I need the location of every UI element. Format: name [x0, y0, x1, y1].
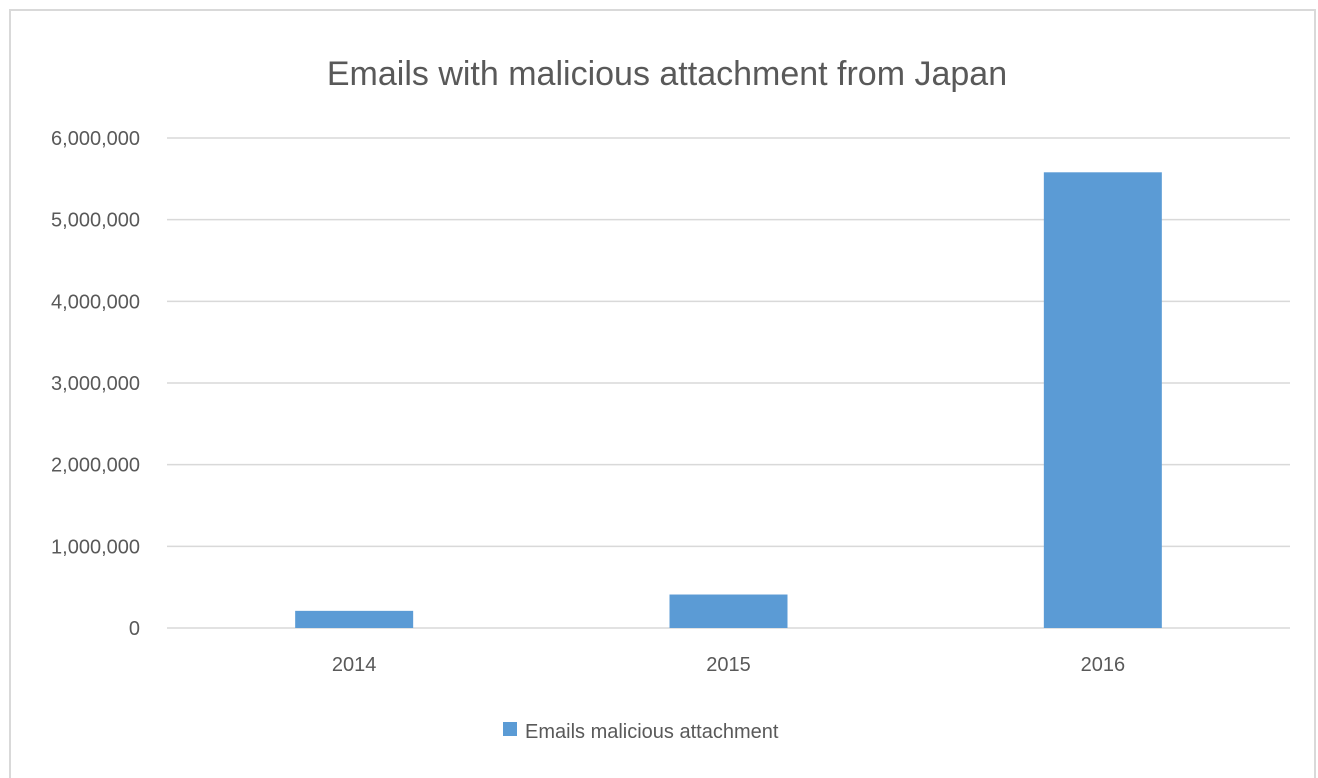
legend: Emails malicious attachment: [503, 721, 779, 743]
legend-label: Emails malicious attachment: [525, 721, 779, 743]
y-tick-label: 5,000,000: [51, 210, 140, 232]
bars: [295, 172, 1162, 629]
bar-2015: [669, 594, 788, 628]
bar-2016: [1043, 172, 1162, 629]
x-tick-label: 2015: [706, 654, 751, 676]
chart-title: Emails with malicious attachment from Ja…: [327, 55, 1007, 93]
legend-swatch: [503, 722, 517, 736]
y-tick-label: 4,000,000: [51, 291, 140, 313]
y-tick-label: 3,000,000: [51, 373, 140, 395]
x-axis-tick-labels: 2014 2015 2016: [332, 654, 1125, 676]
x-tick-label: 2014: [332, 654, 377, 676]
x-tick-label: 2016: [1081, 654, 1126, 676]
y-axis-tick-labels: 0 1,000,000 2,000,000 3,000,000 4,000,000 5,0…: [51, 128, 140, 640]
y-tick-label: 1,000,000: [51, 536, 140, 558]
y-tick-label: 2,000,000: [51, 455, 140, 477]
y-tick-label: 6,000,000: [51, 128, 140, 150]
bar-2014: [295, 610, 414, 628]
y-tick-label: 0: [129, 618, 140, 640]
